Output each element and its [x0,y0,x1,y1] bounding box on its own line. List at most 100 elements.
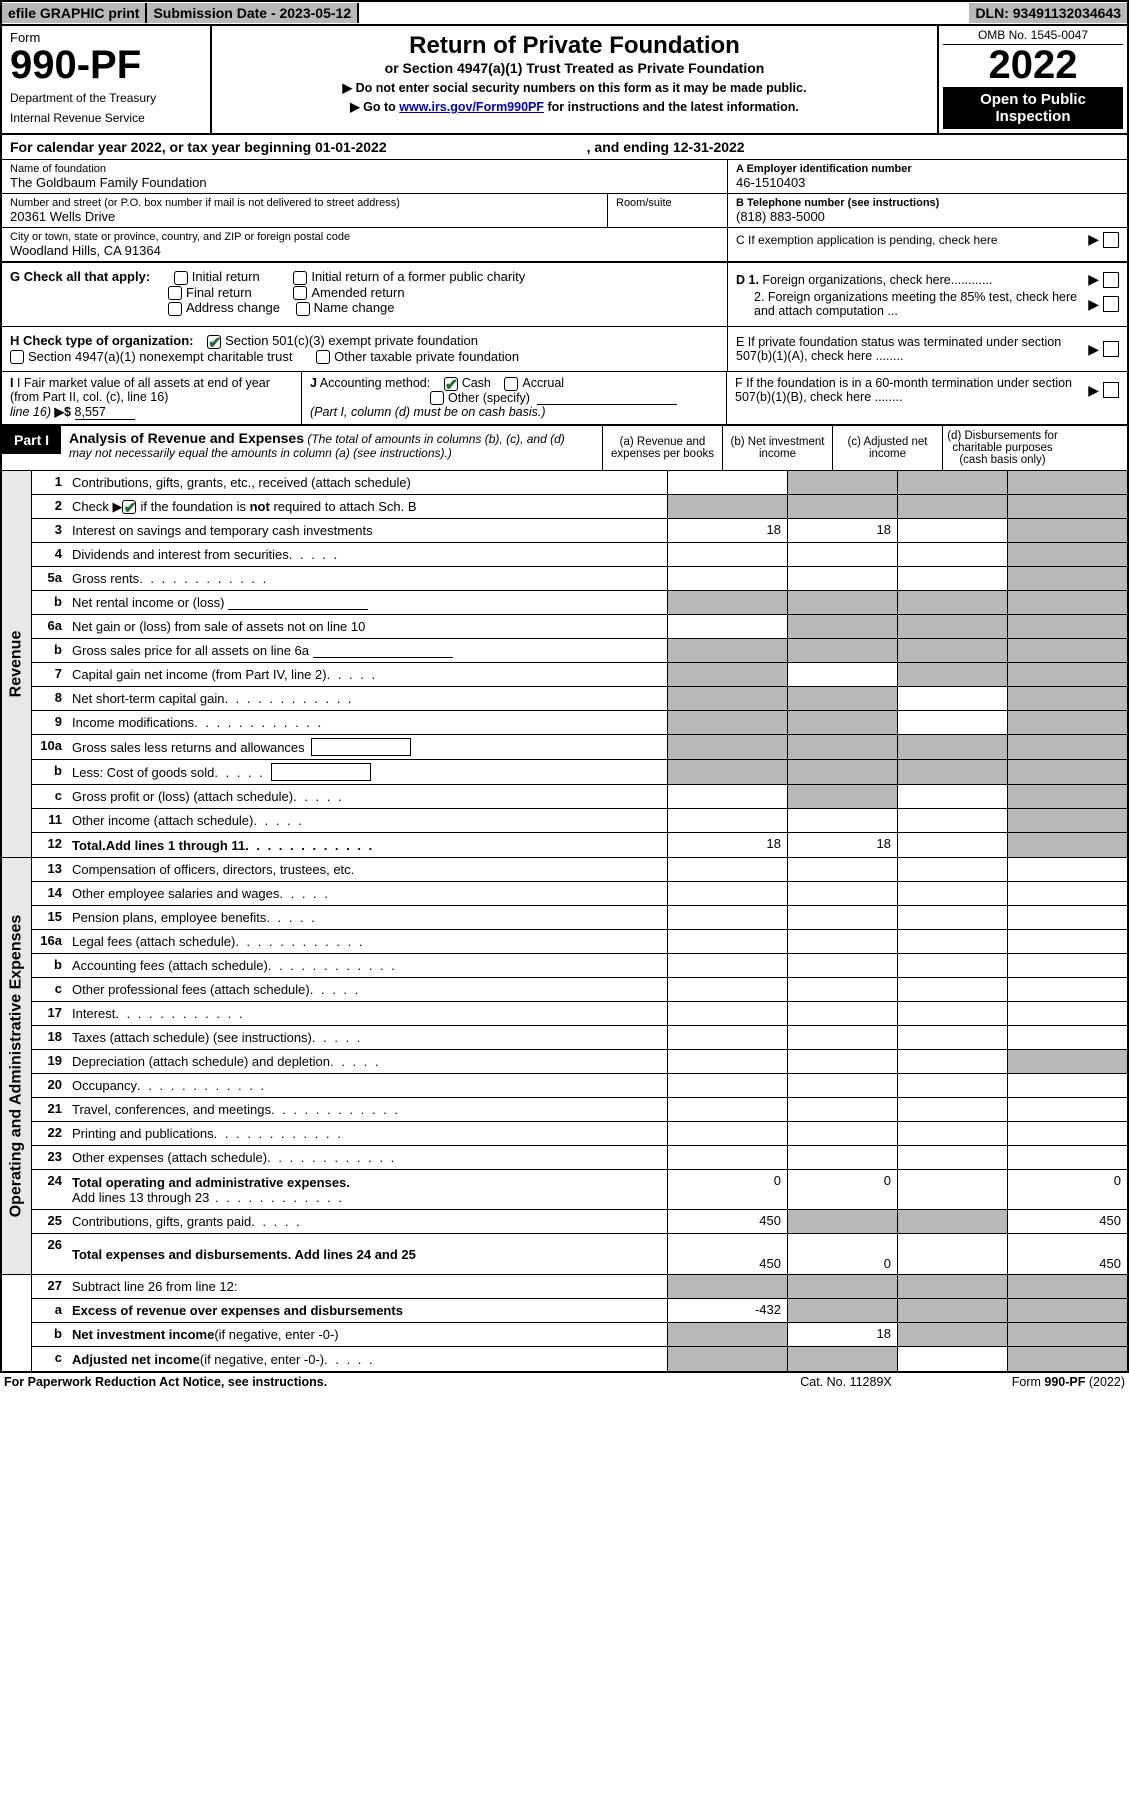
chk-amended[interactable] [293,286,307,300]
ein-cell: A Employer identification number 46-1510… [728,160,1127,194]
note-goto: ▶ Go to www.irs.gov/Form990PF for instru… [222,99,927,114]
calendar-year-row: For calendar year 2022, or tax year begi… [0,135,1129,160]
foundation-name-cell: Name of foundation The Goldbaum Family F… [2,160,727,194]
revenue-side-label: Revenue [2,471,32,857]
row-23: Other expenses (attach schedule) [68,1146,667,1169]
checkbox-c[interactable] [1103,232,1119,248]
row-27: Subtract line 26 from line 12: [68,1275,667,1298]
efile-label: efile GRAPHIC print [2,3,147,23]
row-9: Income modifications [68,711,667,734]
address-cell: Number and street (or P.O. box number if… [2,194,607,227]
ein-value: 46-1510403 [736,175,1119,190]
footer-left: For Paperwork Reduction Act Notice, see … [4,1375,327,1389]
note-ssn: ▶ Do not enter social security numbers o… [222,80,927,95]
row-16b: Accounting fees (attach schedule) [68,954,667,977]
row-18: Taxes (attach schedule) (see instruction… [68,1026,667,1049]
header-center: Return of Private Foundation or Section … [212,26,937,133]
col-b-header: (b) Net investment income [722,426,832,470]
chk-final-return[interactable] [168,286,182,300]
row-15: Pension plans, employee benefits [68,906,667,929]
section-h: H Check type of organization: Section 50… [2,327,727,371]
row-6a: Net gain or (loss) from sale of assets n… [68,615,667,638]
chk-501c3[interactable] [207,335,221,349]
footer: For Paperwork Reduction Act Notice, see … [0,1373,1129,1391]
part1-title: Analysis of Revenue and Expenses (The to… [61,426,591,470]
line-27-section: 27Subtract line 26 from line 12: aExcess… [0,1275,1129,1373]
chk-initial-former[interactable] [293,271,307,285]
exemption-pending-cell: C If exemption application is pending, c… [728,228,1127,251]
row-12: Total. Add lines 1 through 11 [68,833,667,857]
section-ijf: I I Fair market value of all assets at e… [0,372,1129,426]
row-17: Interest [68,1002,667,1025]
row-20: Occupancy [68,1074,667,1097]
chk-name-change[interactable] [296,302,310,316]
foundation-name: The Goldbaum Family Foundation [10,175,719,190]
revenue-section: Revenue 1Contributions, gifts, grants, e… [0,471,1129,858]
phone-cell: B Telephone number (see instructions) (8… [728,194,1127,228]
dln-label: DLN: 93491132034643 [969,3,1127,23]
chk-accrual[interactable] [504,377,518,391]
part1-label: Part I [2,426,61,454]
header-right: OMB No. 1545-0047 2022 Open to Public In… [937,26,1127,133]
row-5b: Net rental income or (loss) [68,591,667,614]
chk-cash[interactable] [444,377,458,391]
chk-e[interactable] [1103,341,1119,357]
room-suite-cell: Room/suite [607,194,727,227]
part1-header: Part I Analysis of Revenue and Expenses … [0,426,1129,471]
row-27c: Adjusted net income (if negative, enter … [68,1347,667,1371]
form-header: Form 990-PF Department of the Treasury I… [0,26,1129,135]
chk-initial-return[interactable] [174,271,188,285]
chk-address-change[interactable] [168,302,182,316]
chk-f[interactable] [1103,382,1119,398]
section-i: I I Fair market value of all assets at e… [2,372,302,424]
city-state-zip: Woodland Hills, CA 91364 [10,243,719,258]
row-16a: Legal fees (attach schedule) [68,930,667,953]
row-13: Compensation of officers, directors, tru… [68,858,667,881]
row-5a: Gross rents [68,567,667,590]
street-address: 20361 Wells Drive [10,209,599,224]
row-10c: Gross profit or (loss) (attach schedule) [68,785,667,808]
chk-sch-b[interactable] [122,500,136,514]
fmv-value: 8,557 [75,405,135,420]
section-g-d: G Check all that apply: Initial return I… [0,263,1129,327]
info-grid: Name of foundation The Goldbaum Family F… [0,160,1129,263]
submission-date: Submission Date - 2023-05-12 [147,3,359,23]
irs-label: Internal Revenue Service [10,111,202,125]
section-j: J Accounting method: Cash Accrual Other … [302,372,727,424]
expenses-section: Operating and Administrative Expenses 13… [0,858,1129,1275]
dept-treasury: Department of the Treasury [10,91,202,105]
row-27a: Excess of revenue over expenses and disb… [68,1299,667,1322]
row-6b: Gross sales price for all assets on line… [68,639,667,662]
expenses-side-label: Operating and Administrative Expenses [2,858,32,1274]
footer-cat: Cat. No. 11289X [800,1375,892,1389]
row-14: Other employee salaries and wages [68,882,667,905]
section-f: F If the foundation is in a 60-month ter… [727,372,1127,424]
chk-other-method[interactable] [430,391,444,405]
section-g: G Check all that apply: Initial return I… [2,263,727,326]
row-3: Interest on savings and temporary cash i… [68,519,667,542]
row-1: Contributions, gifts, grants, etc., rece… [68,471,667,494]
row-26: Total expenses and disbursements. Add li… [68,1234,667,1274]
form-title: Return of Private Foundation [222,32,927,60]
chk-4947a1[interactable] [10,350,24,364]
col-d-header: (d) Disbursements for charitable purpose… [942,426,1062,470]
section-e: E If private foundation status was termi… [727,327,1127,371]
row-4: Dividends and interest from securities [68,543,667,566]
row-10a: Gross sales less returns and allowances [68,735,667,759]
row-10b: Less: Cost of goods sold [68,760,667,784]
row-8: Net short-term capital gain [68,687,667,710]
city-cell: City or town, state or province, country… [2,228,727,261]
row-24: Total operating and administrative expen… [68,1170,667,1209]
row-27b: Net investment income (if negative, ente… [68,1323,667,1346]
cal-year-end: , and ending 12-31-2022 [587,139,745,155]
chk-d1[interactable] [1103,272,1119,288]
section-h-e: H Check type of organization: Section 50… [0,327,1129,372]
irs-link[interactable]: www.irs.gov/Form990PF [399,100,544,114]
row-2: Check ▶ if the foundation is not require… [68,495,667,518]
open-public: Open to Public Inspection [943,87,1123,129]
form-number: 990-PF [10,45,202,85]
row-16c: Other professional fees (attach schedule… [68,978,667,1001]
chk-other-taxable[interactable] [316,350,330,364]
phone-value: (818) 883-5000 [736,209,1119,224]
chk-d2[interactable] [1103,296,1119,312]
